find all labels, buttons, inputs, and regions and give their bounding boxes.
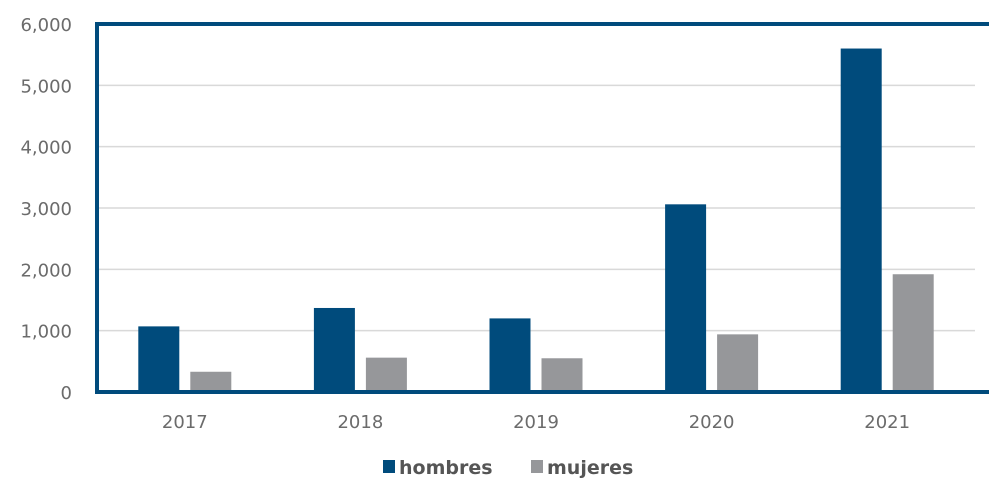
x-axis-ticks: 2017 2018 2019 2020 2021 [162, 412, 910, 433]
legend-swatch-hombres [383, 460, 395, 473]
y-tick-label: 2,000 [20, 260, 72, 281]
x-tick-label: 2018 [337, 412, 383, 433]
gridlines [97, 84, 975, 332]
y-tick-label: 4,000 [20, 138, 72, 159]
bar-hombres-2017 [138, 326, 180, 392]
x-tick-label: 2019 [513, 412, 559, 433]
y-tick-label: 0 [61, 383, 72, 404]
bar-hombres-2021 [840, 48, 882, 393]
bar-mujeres-2018 [365, 357, 407, 392]
legend-label-hombres: hombres [399, 457, 493, 479]
y-tick-label: 3,000 [20, 199, 72, 220]
x-tick-label: 2021 [864, 412, 910, 433]
plot-frame [95, 22, 989, 394]
bar-mujeres-2017 [190, 371, 232, 392]
legend-label-mujeres: mujeres [547, 457, 633, 479]
bar-hombres-2018 [313, 307, 355, 392]
bars [138, 48, 934, 393]
legend-swatch-mujeres [531, 460, 543, 473]
y-tick-label: 6,000 [20, 15, 72, 36]
x-tick-label: 2020 [689, 412, 735, 433]
x-tick-label: 2017 [162, 412, 208, 433]
bar-hombres-2019 [489, 318, 531, 392]
y-tick-label: 1,000 [20, 322, 72, 343]
y-tick-label: 5,000 [20, 76, 72, 97]
legend: hombres mujeres [383, 457, 633, 479]
y-axis-ticks: 0 1,000 2,000 3,000 4,000 5,000 6,000 [20, 15, 72, 404]
bar-mujeres-2020 [717, 334, 759, 392]
bar-hombres-2020 [665, 204, 707, 392]
bar-mujeres-2021 [892, 274, 934, 392]
bar-mujeres-2019 [541, 358, 583, 392]
